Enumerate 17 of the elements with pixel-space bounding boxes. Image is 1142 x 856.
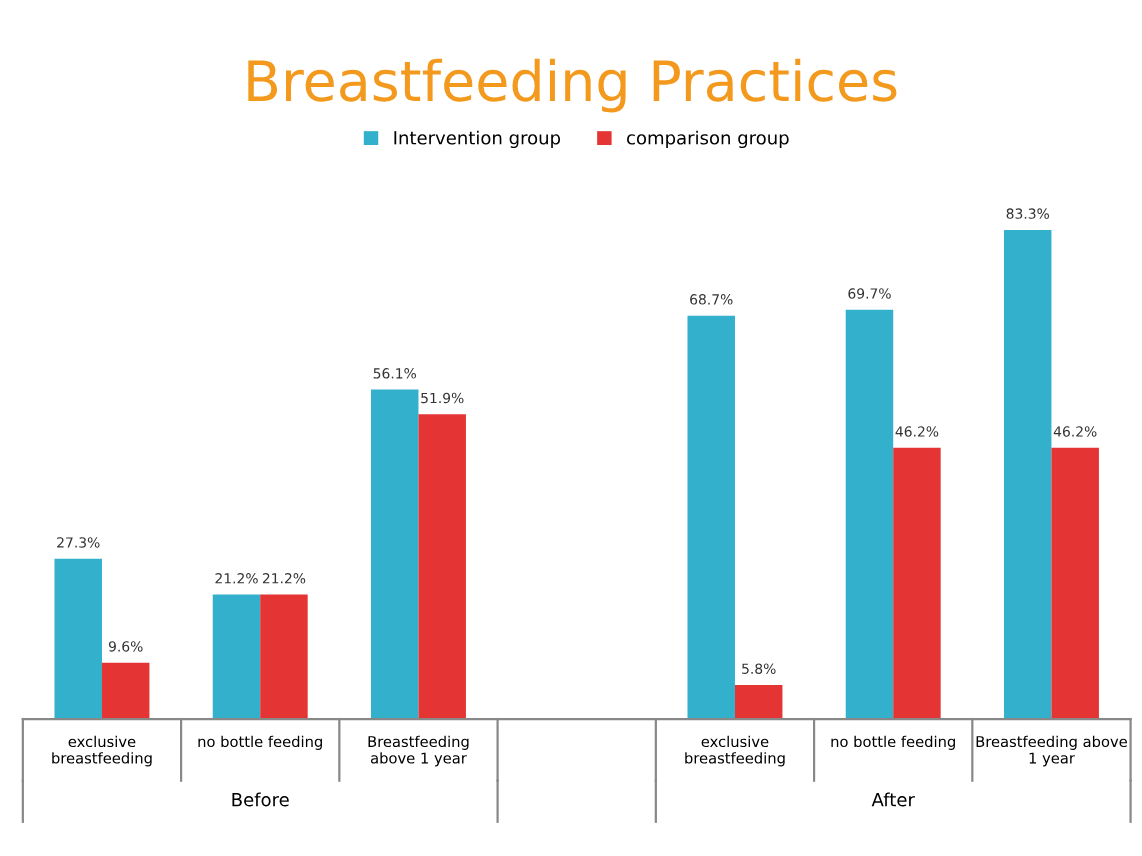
chart-title: Breastfeeding Practices — [248, 58, 897, 113]
bar — [1003, 229, 1052, 720]
bar — [260, 594, 308, 720]
bar — [734, 684, 783, 720]
bar — [687, 315, 735, 720]
text: After — [871, 792, 915, 807]
bar — [101, 662, 150, 720]
bar — [1051, 447, 1099, 720]
bar — [54, 558, 102, 720]
text: Before — [232, 792, 289, 807]
legend-label: comparison group — [627, 130, 789, 149]
bar — [418, 414, 466, 720]
legend-label: Intervention group — [394, 130, 561, 149]
bar — [370, 389, 419, 720]
bar — [893, 447, 941, 720]
bar — [212, 594, 261, 720]
bar — [845, 309, 894, 720]
